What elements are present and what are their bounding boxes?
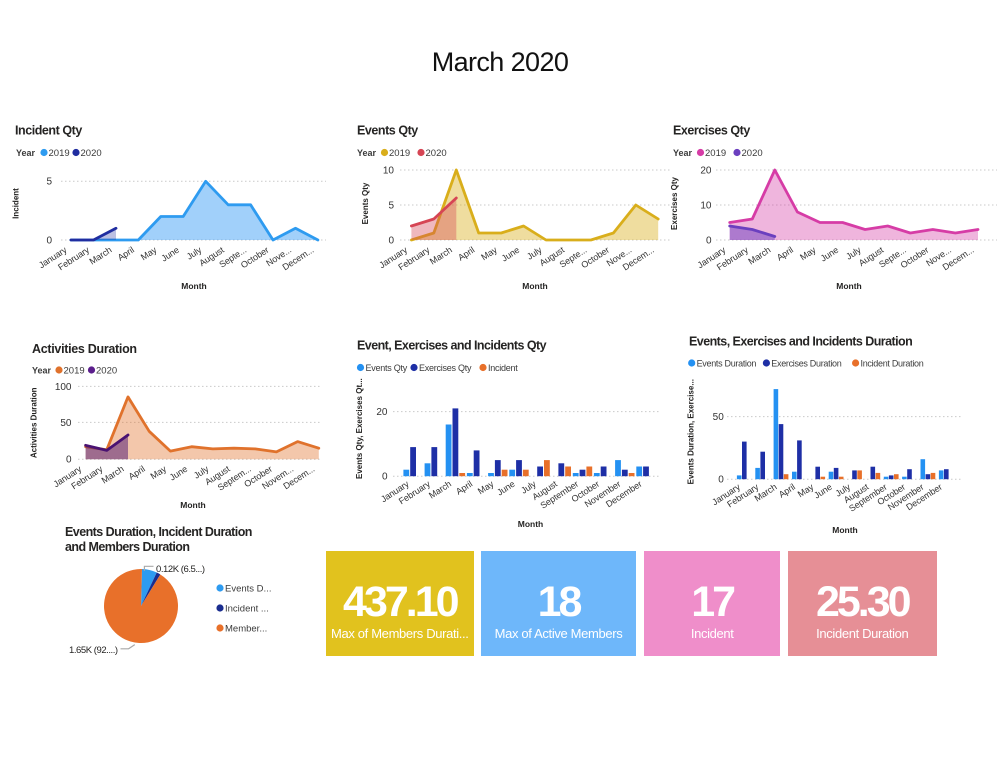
svg-text:June: June [495,479,517,498]
svg-text:20: 20 [376,407,388,418]
svg-text:5: 5 [46,177,52,188]
svg-text:100: 100 [55,382,72,393]
svg-text:March: March [428,245,454,267]
svg-text:Year: Year [357,148,377,158]
svg-text:May: May [149,463,169,481]
svg-text:April: April [777,482,797,500]
svg-text:Events Duration, Exercise...: Events Duration, Exercise... [686,379,695,484]
svg-text:May: May [476,478,496,496]
svg-text:0: 0 [382,472,388,483]
svg-text:Events Qty: Events Qty [361,182,370,224]
svg-text:Month: Month [522,281,548,291]
svg-text:2020: 2020 [426,148,447,159]
svg-text:2019: 2019 [64,366,85,377]
svg-text:and Members Duration: and Members Duration [65,540,189,554]
svg-text:May: May [139,244,159,262]
svg-text:Month: Month [832,525,858,535]
svg-text:May: May [796,481,816,499]
svg-text:Incident: Incident [488,363,518,373]
svg-text:Year: Year [16,148,36,158]
svg-text:0: 0 [706,236,712,247]
svg-text:2020: 2020 [81,148,102,159]
svg-text:Events Qty: Events Qty [366,363,408,373]
svg-text:April: April [456,245,476,263]
svg-text:Events Duration: Events Duration [697,359,757,369]
svg-text:April: April [775,245,795,263]
svg-text:Month: Month [180,500,206,510]
svg-text:June: June [500,245,522,264]
svg-text:0: 0 [388,236,394,247]
svg-text:Incident Duration: Incident Duration [861,359,924,369]
svg-text:Member...: Member... [225,624,267,635]
svg-text:1.65K (92....): 1.65K (92....) [69,645,118,656]
svg-text:2019: 2019 [705,148,726,159]
svg-text:June: June [159,245,181,264]
svg-text:Event, Exercises and Incidents: Event, Exercises and Incidents Qty [357,339,547,353]
svg-text:Incident: Incident [12,188,21,219]
svg-text:0: 0 [46,236,52,247]
svg-text:March: March [746,245,772,267]
svg-text:April: April [127,464,147,482]
svg-text:Month: Month [518,519,544,529]
svg-text:Year: Year [32,366,52,376]
svg-text:May: May [798,244,818,262]
svg-text:Exercises Qty: Exercises Qty [670,176,679,229]
svg-text:March: March [100,464,126,486]
svg-text:June: June [819,245,841,264]
svg-text:2019: 2019 [49,148,70,159]
svg-text:Events, Exercises and Incident: Events, Exercises and Incidents Duration [689,335,912,349]
svg-text:April: April [454,479,474,497]
svg-text:Events Qty, Exercises Qt...: Events Qty, Exercises Qt... [355,378,364,479]
svg-text:0: 0 [66,455,72,466]
svg-text:Exercises Duration: Exercises Duration [771,359,841,369]
svg-text:Exercises Qty: Exercises Qty [419,363,472,373]
svg-text:10: 10 [700,201,712,212]
svg-text:Incident Qty: Incident Qty [15,124,82,138]
svg-text:March: March [427,479,453,501]
svg-text:March: March [87,245,113,267]
svg-text:April: April [116,245,136,263]
svg-text:Year: Year [673,148,693,158]
svg-text:Month: Month [836,281,862,291]
svg-text:2020: 2020 [742,148,763,159]
svg-text:50: 50 [60,418,72,429]
svg-text:10: 10 [383,166,395,177]
svg-text:2020: 2020 [96,366,117,377]
svg-text:Exercises Qty: Exercises Qty [673,124,750,138]
svg-text:20: 20 [700,166,712,177]
svg-text:5: 5 [388,201,394,212]
svg-text:0: 0 [718,475,724,486]
svg-text:Events D...: Events D... [225,584,271,595]
svg-text:May: May [479,244,499,262]
svg-text:Month: Month [181,281,207,291]
svg-text:Activities Duration: Activities Duration [29,387,38,458]
svg-text:50: 50 [713,412,725,423]
svg-text:June: June [168,464,190,483]
svg-text:June: June [812,482,834,501]
svg-text:0.12K (6.5...): 0.12K (6.5...) [156,564,205,575]
svg-text:2019: 2019 [389,148,410,159]
svg-text:Incident ...: Incident ... [225,604,269,615]
svg-text:Events Qty: Events Qty [357,124,418,138]
svg-text:Events Duration, Incident Dura: Events Duration, Incident Duration [65,525,252,539]
svg-text:Activities Duration: Activities Duration [32,342,137,356]
